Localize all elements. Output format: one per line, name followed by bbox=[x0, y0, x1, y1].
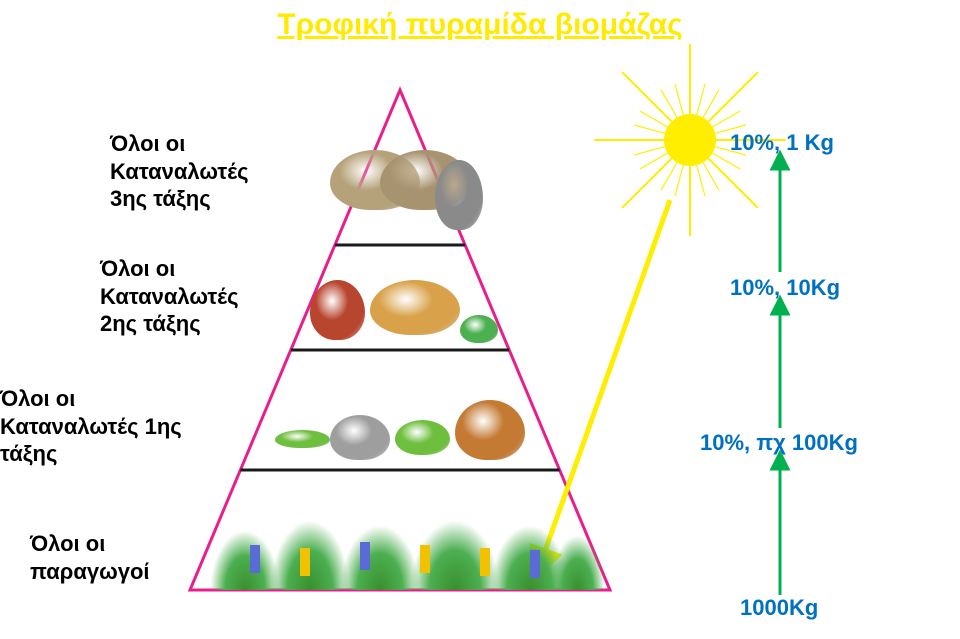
flower-2 bbox=[360, 542, 370, 570]
energy-label-1: 10%, πχ 100Kg bbox=[700, 430, 858, 456]
level2-cat bbox=[370, 280, 460, 335]
level1-squirrel bbox=[455, 400, 525, 460]
level1-caterpillar bbox=[275, 430, 330, 448]
flower-5 bbox=[530, 550, 540, 578]
energy-label-2: 10%, 10Kg bbox=[730, 275, 840, 301]
label-producers: Όλοι οι παραγωγοί bbox=[30, 530, 150, 585]
level1-grasshopper bbox=[395, 420, 450, 455]
flower-4 bbox=[480, 548, 490, 576]
label-consumers-2: Όλοι οι Καταναλωτές 2ης τάξης bbox=[100, 255, 239, 338]
energy-label-3: 10%, 1 Kg bbox=[730, 130, 834, 156]
biomass-pyramid-diagram: { "canvas": { "w": 960, "h": 639, "bg": … bbox=[0, 0, 960, 639]
level2-rooster bbox=[310, 280, 365, 340]
energy-label-0: 1000Kg bbox=[740, 595, 818, 621]
label-consumers-3: Όλοι οι Καταναλωτές 3ης τάξης bbox=[110, 130, 249, 213]
level3-hawk bbox=[435, 160, 483, 230]
level1-mouse bbox=[330, 415, 390, 460]
flower-1 bbox=[300, 548, 310, 576]
level2-frog bbox=[460, 315, 498, 343]
flower-0 bbox=[250, 545, 260, 573]
flower-3 bbox=[420, 545, 430, 573]
label-consumers-1: Όλοι οι Καταναλωτές 1ης τάξης bbox=[0, 385, 182, 468]
